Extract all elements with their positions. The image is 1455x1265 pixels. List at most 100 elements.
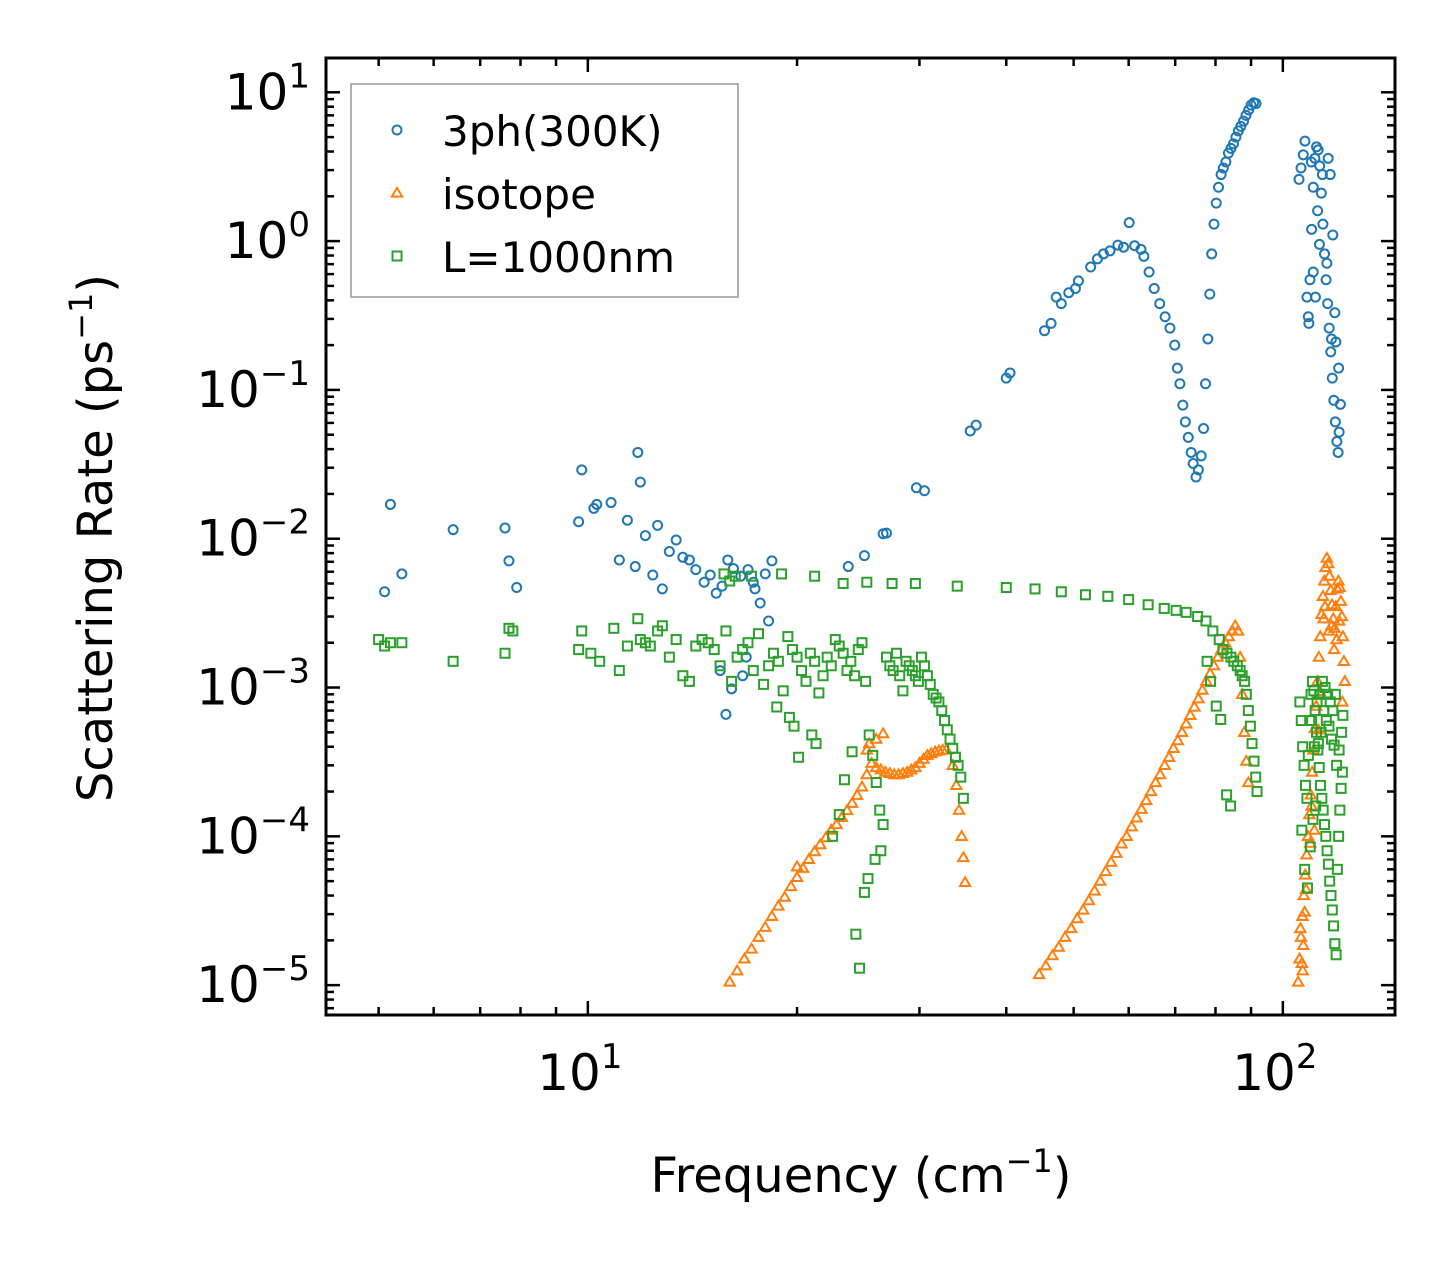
- data-point: [1312, 650, 1326, 662]
- data-point: [1245, 99, 1257, 111]
- data-point: [1327, 642, 1342, 655]
- data-point: [1304, 841, 1316, 853]
- data-point: [1221, 629, 1236, 642]
- data-point: [955, 771, 967, 783]
- data-point: [858, 886, 870, 898]
- data-point: [702, 637, 714, 649]
- scatter-points: [373, 97, 1352, 987]
- data-point: [1308, 741, 1320, 753]
- data-point: [1070, 911, 1085, 924]
- data-point: [1180, 606, 1192, 618]
- data-point: [777, 685, 789, 697]
- data-point: [1244, 720, 1256, 732]
- data-point: [1138, 250, 1150, 262]
- data-point: [1308, 685, 1320, 697]
- data-point: [941, 724, 953, 736]
- tick-marks: [326, 58, 1395, 1015]
- data-point: [1215, 713, 1227, 725]
- data-point: [1164, 322, 1176, 334]
- data-point: [1312, 205, 1324, 217]
- data-point: [1250, 771, 1262, 783]
- data-point: [944, 733, 956, 745]
- data-point: [1307, 181, 1319, 193]
- data-point: [663, 546, 675, 558]
- data-point: [1114, 836, 1129, 849]
- data-point: [373, 634, 385, 646]
- data-point: [1336, 726, 1348, 738]
- data-point: [1333, 426, 1345, 438]
- data-point: [909, 670, 921, 682]
- data-point: [1032, 967, 1047, 980]
- data-point: [790, 859, 804, 872]
- data-point: [1313, 238, 1325, 250]
- data-point: [1315, 187, 1327, 199]
- data-point: [838, 774, 850, 786]
- data-point: [1310, 800, 1322, 812]
- data-point: [1206, 248, 1218, 260]
- data-point: [777, 890, 792, 902]
- data-point: [1316, 611, 1331, 624]
- data-point: [845, 796, 860, 808]
- data-point: [1301, 792, 1313, 804]
- data-point: [890, 647, 902, 659]
- data-point: [746, 570, 758, 582]
- data-point: [1004, 367, 1016, 379]
- data-point: [791, 651, 803, 663]
- data-point: [1210, 700, 1222, 712]
- data-point: [1109, 846, 1124, 858]
- data-point: [813, 837, 828, 850]
- data-point: [754, 597, 766, 609]
- data-point: [1330, 581, 1345, 594]
- data-point: [1169, 339, 1181, 351]
- data-point: [1337, 674, 1352, 686]
- data-point: [1296, 888, 1311, 901]
- data-point: [894, 670, 906, 682]
- data-point: [810, 738, 822, 750]
- data-point: [1148, 775, 1163, 788]
- data-point: [576, 625, 588, 637]
- data-point: [1316, 589, 1330, 601]
- data-point: [1212, 181, 1224, 193]
- data-point: [763, 660, 775, 672]
- data-point: [726, 675, 738, 687]
- y-tick-label: 101: [225, 56, 310, 121]
- data-point: [1236, 670, 1248, 682]
- data-point: [737, 670, 749, 682]
- data-point: [744, 941, 759, 954]
- data-point: [634, 476, 646, 488]
- data-point: [845, 655, 857, 667]
- data-point: [1235, 120, 1247, 132]
- data-point: [621, 514, 633, 526]
- data-point: [1322, 152, 1334, 164]
- data-point: [629, 561, 641, 573]
- data-point: [1207, 625, 1219, 637]
- data-point: [1171, 362, 1183, 374]
- data-point: [790, 870, 804, 882]
- data-point: [1118, 241, 1130, 253]
- data-point: [1153, 767, 1168, 780]
- data-point: [1307, 813, 1319, 825]
- data-point: [817, 670, 829, 682]
- data-point: [1321, 556, 1336, 569]
- data-point: [1319, 248, 1331, 260]
- x-axis-title: Frequency (cm−1): [650, 1142, 1071, 1204]
- data-point: [1142, 599, 1154, 611]
- data-point: [1225, 800, 1237, 812]
- data-point: [1154, 298, 1166, 310]
- data-point: [652, 519, 664, 531]
- data-point: [1332, 580, 1347, 593]
- data-point: [751, 930, 766, 942]
- data-point: [1064, 921, 1079, 934]
- data-point: [1082, 893, 1096, 906]
- data-point: [499, 522, 511, 534]
- data-point: [1175, 725, 1189, 737]
- data-point: [784, 879, 798, 892]
- data-point: [718, 568, 730, 580]
- data-point: [1329, 938, 1341, 950]
- legend-item: L=1000nm: [391, 233, 675, 282]
- data-point: [1104, 245, 1116, 257]
- data-point: [1291, 974, 1306, 987]
- data-point: [1293, 173, 1305, 185]
- data-point: [813, 687, 825, 699]
- legend-marker: [391, 124, 403, 136]
